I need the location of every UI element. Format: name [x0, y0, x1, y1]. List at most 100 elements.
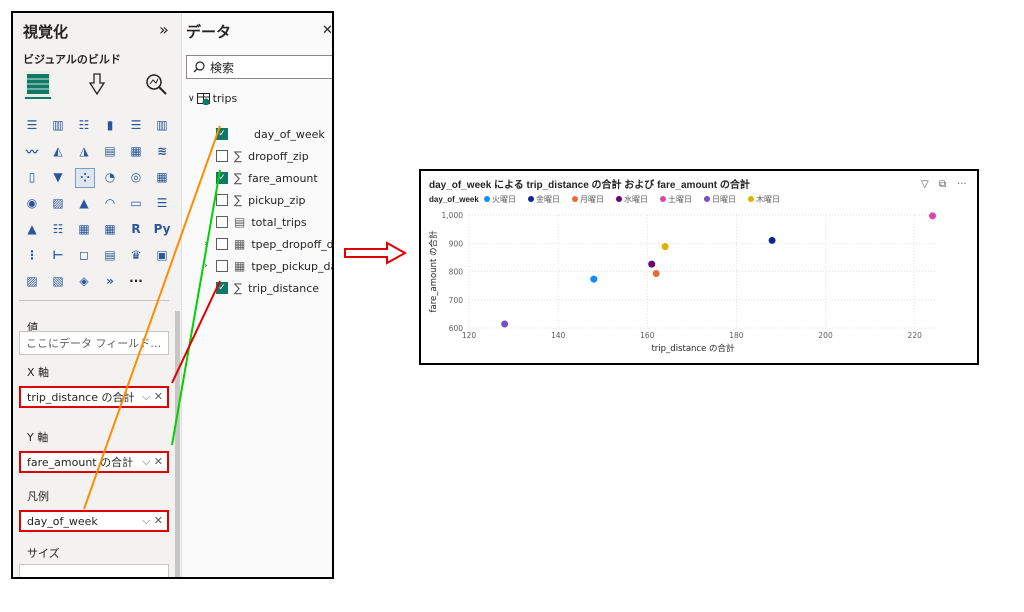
table-trips[interactable]: ∨ trips: [188, 92, 237, 105]
data-point-6[interactable]: [661, 243, 669, 251]
field-item[interactable]: ▦ tpep_pickup_dat… ›: [204, 257, 332, 275]
100-stacked-bar-icon[interactable]: ☰: [130, 118, 142, 132]
key-influencers-icon[interactable]: ⋮: [26, 248, 38, 262]
checkbox-unchecked[interactable]: [216, 238, 228, 250]
stacked-area-chart-icon[interactable]: ◮: [79, 144, 89, 158]
x-tick-label: 160: [640, 331, 655, 340]
field-item[interactable]: ∑ dropoff_zip: [216, 147, 309, 165]
azure-map-icon[interactable]: ▲: [79, 196, 89, 210]
legend-field-well[interactable]: day_of_week ⌵ ✕: [19, 510, 169, 532]
narrative-icon[interactable]: ▤: [104, 248, 116, 262]
map-icon[interactable]: ◉: [26, 196, 38, 210]
y-tick-label: 800: [449, 268, 464, 277]
multi-row-card-icon[interactable]: ☰: [156, 196, 168, 210]
data-point-2[interactable]: [652, 269, 660, 277]
scatter-chart-visual[interactable]: day_of_week による trip_distance の合計 および fa…: [419, 169, 979, 365]
paginated-report-icon[interactable]: ▣: [156, 248, 168, 262]
scatter-chart-icon[interactable]: ⁘: [75, 168, 95, 188]
stacked-bar-chart-icon[interactable]: ☰: [26, 118, 38, 132]
treemap-icon[interactable]: ▦: [156, 170, 168, 184]
size-drop-well[interactable]: [19, 564, 169, 577]
data-point-5[interactable]: [501, 320, 509, 328]
data-point-3[interactable]: [648, 260, 656, 268]
search-placeholder: 検索: [210, 60, 235, 75]
more-visuals-button[interactable]: ···: [129, 274, 143, 288]
data-point-0[interactable]: [590, 275, 598, 283]
matrix-icon[interactable]: ▦: [104, 222, 116, 236]
legend-title: day_of_week: [429, 195, 479, 204]
checkbox-unchecked[interactable]: [216, 194, 228, 206]
focus-mode-icon[interactable]: ⧉: [939, 179, 946, 190]
diamond-visual-icon[interactable]: ◈: [79, 274, 89, 288]
gauge-icon[interactable]: ◠: [105, 196, 115, 210]
power-automate-icon[interactable]: ▧: [52, 274, 64, 288]
table-icon[interactable]: ▦: [78, 222, 90, 236]
scatter-chart: day_of_week による trip_distance の合計 および fa…: [428, 178, 967, 354]
r-visual-icon[interactable]: R: [131, 222, 141, 236]
slicer-icon[interactable]: ☷: [52, 222, 64, 236]
legend-well-controls[interactable]: ⌵ ✕: [141, 514, 163, 527]
funnel-chart-icon[interactable]: ▼: [53, 170, 63, 184]
decomposition-tree-icon[interactable]: ⊢: [52, 248, 64, 262]
legend-item: 日曜日: [712, 195, 736, 204]
python-visual-icon[interactable]: Py: [153, 222, 171, 236]
chevrons-visual-icon[interactable]: »: [106, 274, 114, 288]
right-arrow-icon: [344, 241, 407, 265]
line-column-chart-icon[interactable]: ▤: [104, 144, 116, 158]
build-visual-tab[interactable]: [25, 71, 51, 99]
close-pane-button[interactable]: ✕: [322, 23, 333, 38]
viz-pane-scrollbar[interactable]: [175, 311, 180, 577]
collapse-pane-button[interactable]: »: [159, 20, 169, 39]
waterfall-chart-icon[interactable]: ▯: [28, 170, 36, 184]
field-label: fare_amount: [248, 171, 318, 185]
legend-marker: [484, 196, 490, 202]
100-stacked-column-icon[interactable]: ▥: [156, 118, 168, 132]
y-axis-well-controls[interactable]: ⌵ ✕: [141, 455, 163, 468]
power-apps-icon[interactable]: ▨: [26, 274, 38, 288]
clustered-bar-chart-icon[interactable]: ☷: [78, 118, 90, 132]
format-visual-tab[interactable]: [85, 71, 111, 97]
checkbox-unchecked[interactable]: [216, 260, 228, 272]
x-axis-field-well[interactable]: trip_distance の合計 ⌵ ✕: [19, 386, 169, 408]
x-axis-well-controls[interactable]: ⌵ ✕: [141, 390, 163, 403]
field-label: pickup_zip: [248, 193, 306, 207]
field-item[interactable]: ▤ total_trips: [216, 213, 307, 231]
y-axis-label: Y 軸: [27, 431, 49, 444]
card-icon[interactable]: ▭: [130, 196, 142, 210]
field-item[interactable]: ▦ tpep_dropoff_da… ›: [204, 235, 332, 253]
qna-icon[interactable]: ◻: [79, 248, 89, 262]
analytics-tab[interactable]: [143, 71, 169, 97]
y-tick-label: 1,000: [442, 211, 464, 220]
checkbox-unchecked[interactable]: [216, 216, 228, 228]
values-drop-well[interactable]: ここにデータ フィールド…: [19, 331, 169, 355]
field-label: trip_distance: [248, 281, 320, 295]
line-chart-icon[interactable]: 〰: [25, 144, 38, 159]
filter-icon[interactable]: ▽: [921, 179, 929, 190]
chevron-right-icon[interactable]: ›: [204, 261, 208, 271]
data-point-1[interactable]: [768, 236, 776, 244]
filled-map-icon[interactable]: ▨: [52, 196, 64, 210]
donut-chart-icon[interactable]: ◎: [130, 170, 142, 184]
data-point-4[interactable]: [929, 212, 937, 220]
chevron-right-icon[interactable]: ›: [204, 239, 208, 249]
goals-icon[interactable]: ♛: [130, 248, 142, 262]
area-chart-icon[interactable]: ◭: [53, 144, 63, 158]
clustered-column-chart-icon[interactable]: ▮: [106, 118, 114, 132]
kpi-icon[interactable]: ▲: [27, 222, 37, 236]
pie-chart-icon[interactable]: ◔: [104, 170, 116, 184]
field-item[interactable]: ✓ day_of_week: [216, 125, 325, 143]
data-pane-title: データ: [186, 23, 232, 41]
checkbox-unchecked[interactable]: [216, 150, 228, 162]
magnifier-chart-icon: [146, 74, 167, 95]
field-item[interactable]: ∑ pickup_zip: [216, 191, 305, 209]
ribbon-chart-icon[interactable]: ≋: [156, 144, 168, 158]
values-placeholder: ここにデータ フィールド…: [26, 337, 162, 350]
y-axis-field-well[interactable]: fare_amount の合計 ⌵ ✕: [19, 451, 169, 473]
x-tick-label: 200: [818, 331, 833, 340]
stacked-column-chart-icon[interactable]: ▥: [52, 118, 64, 132]
line-stacked-column-icon[interactable]: ▦: [130, 144, 142, 158]
search-input[interactable]: 検索: [186, 55, 332, 79]
more-options-icon[interactable]: ···: [957, 179, 967, 190]
x-axis-connector-line: [171, 280, 221, 384]
sigma-icon: ∑: [234, 171, 243, 185]
